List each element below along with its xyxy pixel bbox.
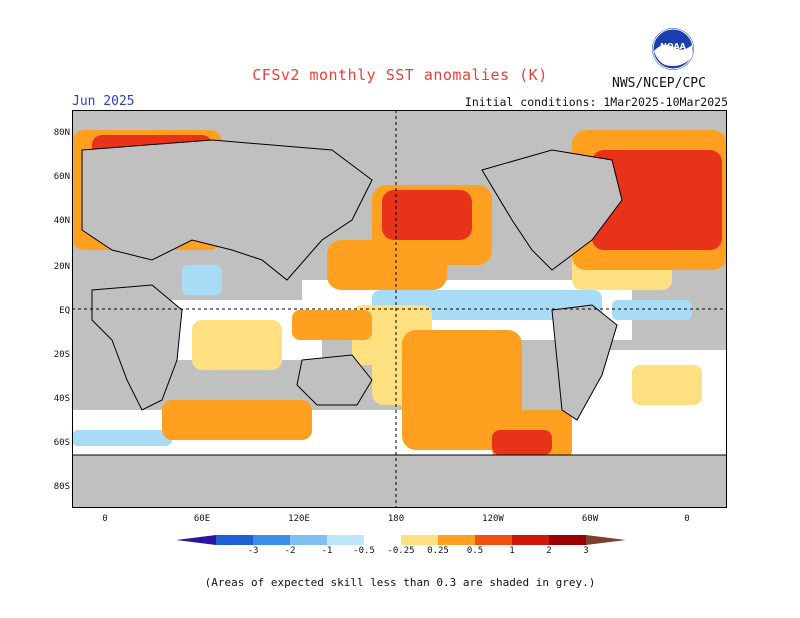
lat-label: 20N xyxy=(53,262,70,272)
colorbar xyxy=(176,535,626,545)
colorbar-segment xyxy=(216,535,253,545)
colorbar-segment xyxy=(364,535,401,545)
colorbar-label: -2 xyxy=(284,546,296,556)
forecast-month: Jun 2025 xyxy=(72,94,135,109)
colorbar-segment xyxy=(327,535,364,545)
lat-label: 60N xyxy=(53,172,70,182)
sst-anomaly-map xyxy=(72,110,727,508)
grey-shading-note: (Areas of expected skill less than 0.3 a… xyxy=(204,576,596,589)
colorbar-label: 1 xyxy=(509,546,515,556)
colorbar-label: 2 xyxy=(546,546,552,556)
colorbar-label: 0.25 xyxy=(427,546,449,556)
lat-label: 20S xyxy=(53,350,70,360)
colorbar-segment xyxy=(176,535,216,545)
svg-text:NOAA: NOAA xyxy=(660,42,686,51)
lon-label: 0 xyxy=(684,514,690,524)
colorbar-segment xyxy=(253,535,290,545)
colorbar-segment xyxy=(438,535,475,545)
map-title: CFSv2 monthly SST anomalies (K) xyxy=(252,66,548,84)
lat-label: 80N xyxy=(53,128,70,138)
colorbar-label: 3 xyxy=(583,546,589,556)
colorbar-label: 0.5 xyxy=(466,546,484,556)
colorbar-segment xyxy=(586,535,626,545)
colorbar-segment xyxy=(512,535,549,545)
lat-label: 60S xyxy=(53,438,70,448)
lon-label: 0 xyxy=(102,514,108,524)
colorbar-segment xyxy=(549,535,586,545)
lat-label: 80S xyxy=(53,482,70,492)
lat-label: EQ xyxy=(59,306,70,316)
lat-label: 40S xyxy=(53,394,70,404)
colorbar-label: -0.5 xyxy=(353,546,375,556)
lon-label: 120W xyxy=(482,514,504,524)
land-masses xyxy=(72,139,727,508)
lon-label: 120E xyxy=(288,514,310,524)
colorbar-segment xyxy=(401,535,438,545)
colorbar-label: -0.25 xyxy=(387,546,415,556)
agency-label: NWS/NCEP/CPC xyxy=(612,76,706,91)
initial-conditions: Initial conditions: 1Mar2025-10Mar2025 xyxy=(464,95,728,109)
lat-label: 40N xyxy=(53,216,70,226)
lon-label: 60W xyxy=(581,514,599,524)
colorbar-label: -3 xyxy=(247,546,259,556)
colorbar-segment xyxy=(290,535,327,545)
lon-label: 60E xyxy=(193,514,211,524)
noaa-logo: NOAA xyxy=(652,28,694,70)
colorbar-segment xyxy=(475,535,512,545)
map-frame xyxy=(72,110,727,508)
lon-label: 180 xyxy=(387,514,405,524)
colorbar-label: -1 xyxy=(321,546,333,556)
